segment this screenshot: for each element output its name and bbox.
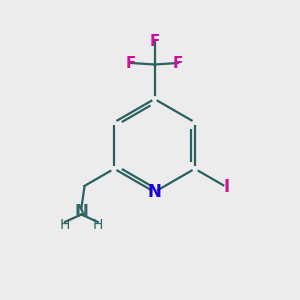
Text: N: N	[74, 202, 88, 220]
Text: F: F	[173, 56, 183, 70]
Text: H: H	[93, 218, 103, 232]
Text: F: F	[149, 34, 160, 50]
Text: F: F	[126, 56, 136, 70]
Text: N: N	[148, 183, 161, 201]
Text: H: H	[60, 218, 70, 232]
Text: I: I	[224, 178, 230, 196]
